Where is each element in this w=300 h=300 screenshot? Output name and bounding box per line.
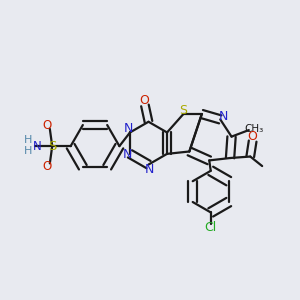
Text: N: N <box>144 163 154 176</box>
Text: N: N <box>218 110 228 123</box>
Text: N: N <box>122 148 132 161</box>
Text: Cl: Cl <box>205 221 217 234</box>
Text: S: S <box>179 104 188 117</box>
Text: O: O <box>139 94 149 107</box>
Text: CH₃: CH₃ <box>244 124 263 134</box>
Text: O: O <box>42 160 52 173</box>
Text: N: N <box>124 122 133 135</box>
Text: H: H <box>24 146 33 156</box>
Text: H: H <box>24 135 33 145</box>
Text: O: O <box>42 119 52 132</box>
Text: N: N <box>33 140 42 153</box>
Text: S: S <box>48 140 56 153</box>
Text: O: O <box>248 130 258 143</box>
